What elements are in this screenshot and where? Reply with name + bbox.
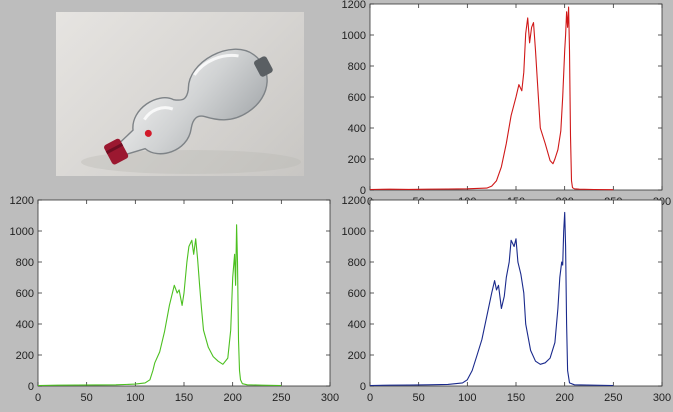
blue-x-tick-label: 150 bbox=[507, 392, 525, 404]
blue-series-line bbox=[369, 211, 614, 387]
red-y-tick-label: 1200 bbox=[342, 0, 366, 11]
green-y-tick-label: 400 bbox=[16, 319, 34, 331]
blue-y-tick-label: 1200 bbox=[342, 195, 366, 207]
red-y-tick-label: 400 bbox=[348, 123, 366, 135]
blue-y-tick-label: 1000 bbox=[342, 226, 366, 238]
green-y-tick-label: 800 bbox=[16, 257, 34, 269]
blue-y-tick-label: 200 bbox=[348, 350, 366, 362]
green-x-tick-label: 300 bbox=[321, 392, 339, 404]
bottle-illustration bbox=[81, 48, 301, 174]
green-x-tick-label: 250 bbox=[272, 392, 290, 404]
blue-x-tick-label: 200 bbox=[555, 392, 573, 404]
blue-y-tick-label: 0 bbox=[360, 381, 366, 393]
green-y-tick-label: 1200 bbox=[10, 195, 34, 207]
green-x-tick-label: 50 bbox=[81, 392, 93, 404]
blue-plot-area bbox=[369, 199, 663, 387]
red-series-line bbox=[369, 6, 614, 191]
blue-x-tick-label: 50 bbox=[413, 392, 425, 404]
green-x-tick-label: 100 bbox=[126, 392, 144, 404]
blue-x-tick-label: 100 bbox=[458, 392, 476, 404]
red-y-tick-label: 600 bbox=[348, 92, 366, 104]
green-x-tick-label: 150 bbox=[175, 392, 193, 404]
green-y-tick-label: 600 bbox=[16, 288, 34, 300]
green-x-tick-label: 0 bbox=[35, 392, 41, 404]
blue-y-tick-label: 600 bbox=[348, 288, 366, 300]
red-y-tick-label: 1000 bbox=[342, 30, 366, 42]
blue-y-tick-label: 400 bbox=[348, 319, 366, 331]
blue-x-tick-label: 0 bbox=[367, 392, 373, 404]
green-y-tick-label: 1000 bbox=[10, 226, 34, 238]
bottle-photo bbox=[56, 12, 304, 176]
green-x-tick-label: 200 bbox=[223, 392, 241, 404]
blue-x-tick-label: 250 bbox=[604, 392, 622, 404]
green-y-tick-label: 200 bbox=[16, 350, 34, 362]
blue-x-tick-label: 300 bbox=[653, 392, 671, 404]
green-series-line bbox=[37, 224, 282, 387]
blue-y-tick-label: 800 bbox=[348, 257, 366, 269]
red-y-tick-label: 200 bbox=[348, 154, 366, 166]
red-y-tick-label: 0 bbox=[360, 185, 366, 197]
red-y-tick-label: 800 bbox=[348, 61, 366, 73]
green-y-tick-label: 0 bbox=[28, 381, 34, 393]
